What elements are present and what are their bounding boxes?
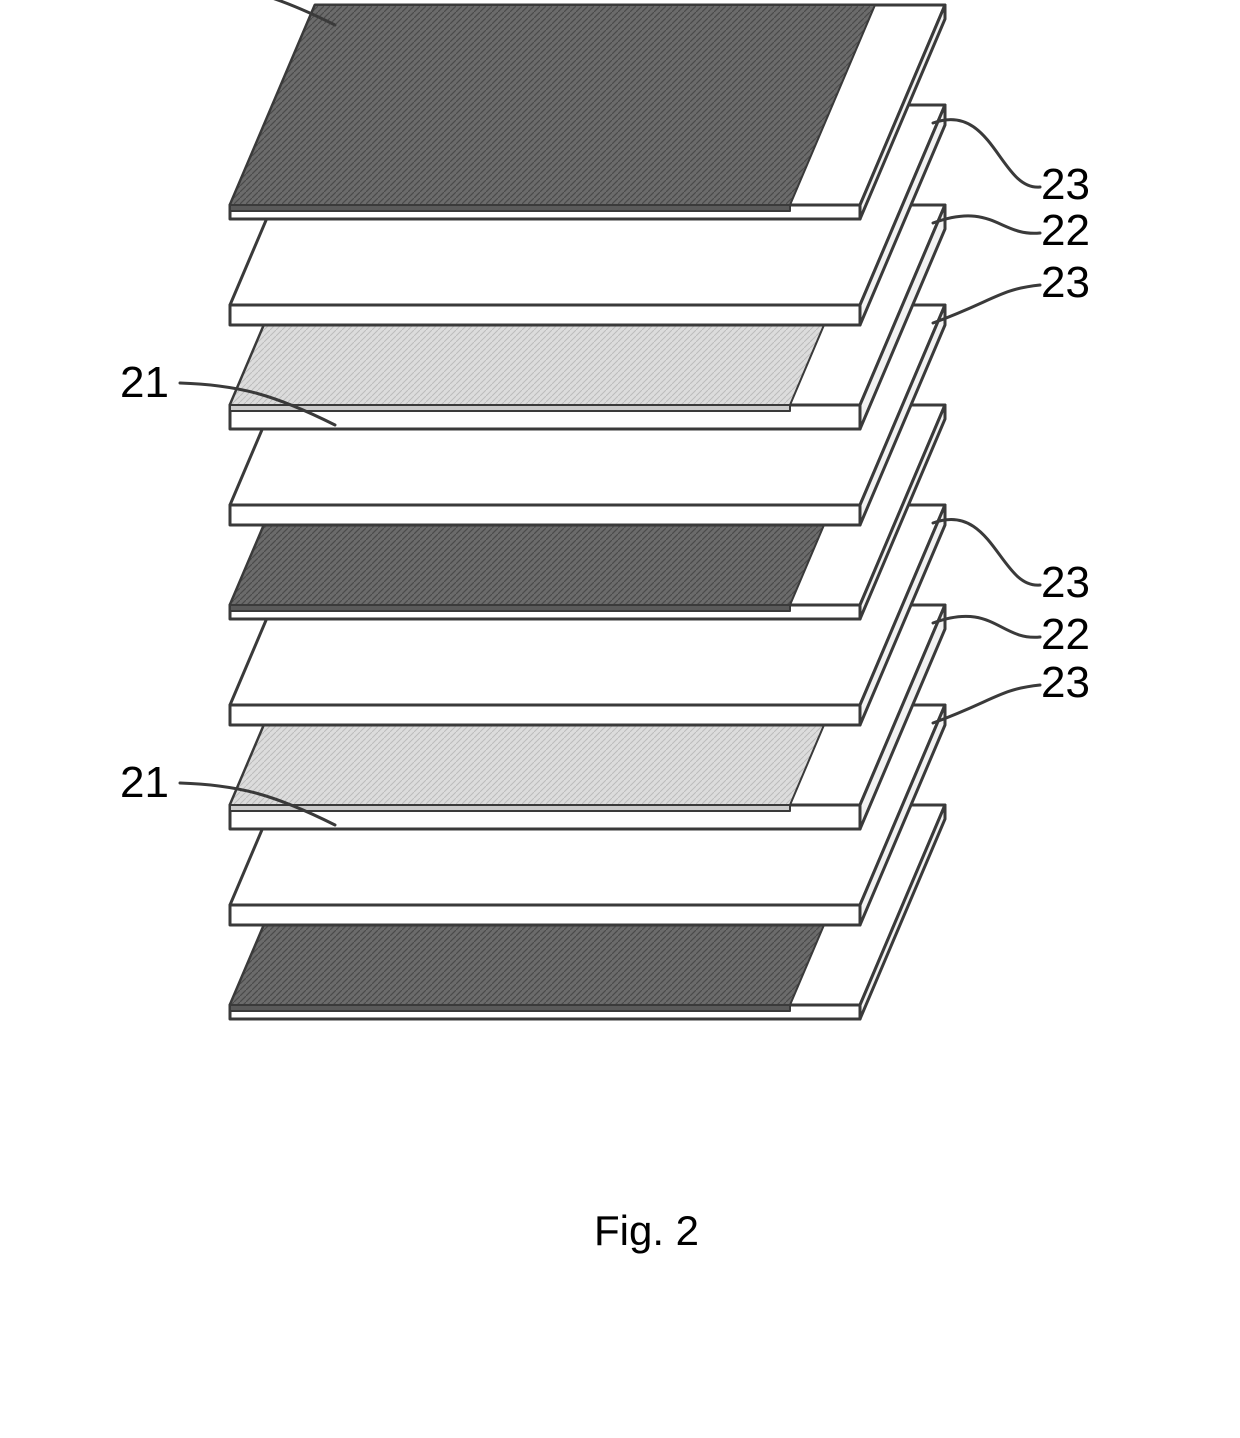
layer-label: 21 <box>120 0 169 7</box>
layer-base-front <box>230 905 860 925</box>
leader-right <box>933 216 1040 233</box>
layer-base-front <box>230 505 860 525</box>
leader-right <box>933 120 1040 188</box>
leader-right <box>933 685 1040 723</box>
layer-diagram: 212322232123222321 Fig. 2 <box>0 0 1240 1438</box>
layer-label: 21 <box>120 358 169 407</box>
leader-right <box>933 519 1040 585</box>
figure-caption: Fig. 2 <box>594 1207 699 1254</box>
layer-coat-front <box>230 805 790 811</box>
layer-coat-front <box>230 405 790 411</box>
leader-right <box>933 616 1040 637</box>
leader-right <box>933 285 1040 323</box>
layer-coat-front <box>230 605 790 611</box>
layer-label: 23 <box>1041 558 1090 607</box>
layer-label: 23 <box>1041 658 1090 707</box>
layer-label: 22 <box>1041 206 1090 255</box>
layer-label: 21 <box>120 758 169 807</box>
layer-coat-top <box>230 5 875 205</box>
layer-label: 23 <box>1041 258 1090 307</box>
layer-8-dark <box>230 5 945 219</box>
layer-coat-front <box>230 205 790 211</box>
layer-base-front <box>230 305 860 325</box>
layer-label: 22 <box>1041 610 1090 659</box>
layer-base-front <box>230 705 860 725</box>
layer-label: 23 <box>1041 160 1090 209</box>
layer-coat-front <box>230 1005 790 1011</box>
